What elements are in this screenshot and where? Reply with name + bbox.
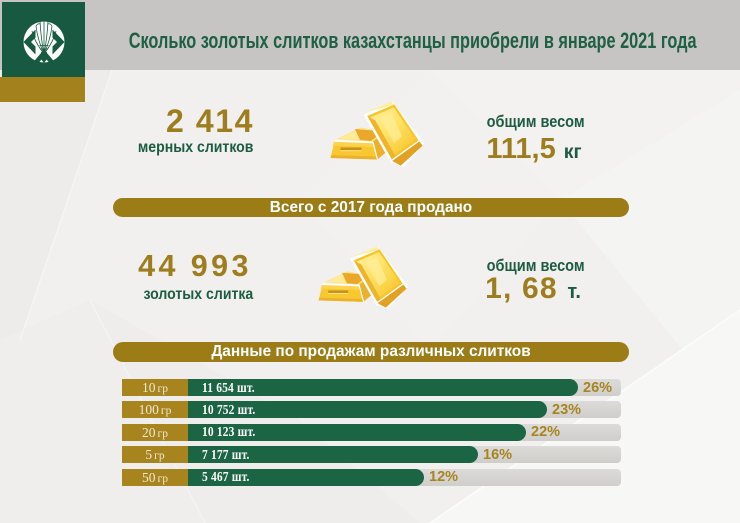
- bar-fill: [122, 423, 526, 441]
- bar-category-unit: гр: [160, 405, 172, 418]
- banner-chart-label: Данные по продажам различных слитков: [211, 343, 531, 360]
- logo-block: [2, 2, 85, 77]
- bar-fill: [122, 446, 478, 464]
- january-count-label: мерных слитков: [116, 140, 276, 156]
- bar-category-size: 100: [138, 402, 159, 418]
- page-title: Сколько золотых слитков казахстанцы прио…: [85, 6, 740, 76]
- bar-percent-label: 22%: [531, 424, 561, 441]
- banner-total-label: Всего с 2017 года продано: [269, 198, 473, 216]
- chart-row: 10 гр 11 654 шт. 26%: [122, 379, 621, 396]
- total-weight-value: 1, 68 т.: [443, 272, 623, 306]
- bar-category-size: 10: [142, 380, 156, 395]
- bar-category-chip: 5 гр: [122, 446, 188, 464]
- bar-count-label: 10 123 шт.: [202, 424, 256, 440]
- january-weight-label-text: общим весом: [487, 113, 585, 131]
- january-weight-value: 111,5 кг: [444, 133, 624, 166]
- bar-count-label: 10 752 шт.: [202, 401, 256, 417]
- banner-chart-title: Данные по продажам различных слитков: [113, 342, 629, 362]
- bar-fill: [122, 379, 578, 396]
- bar-percent-label: 23%: [552, 401, 582, 418]
- bar-category-chip: 20 гр: [122, 423, 188, 441]
- bar-category-size: 20: [142, 424, 156, 440]
- total-weight-label: общим весом: [456, 258, 616, 275]
- bar-category-chip: 10 гр: [122, 379, 188, 396]
- total-weight-number: 1, 68: [485, 272, 558, 305]
- national-bank-emblem-icon: [23, 18, 65, 63]
- bar-category-chip: 50 гр: [122, 468, 188, 486]
- bar-count-label: 11 654 шт.: [202, 379, 255, 395]
- total-count-label-text: золотых слитка: [143, 286, 253, 303]
- total-weight-unit: т.: [567, 281, 581, 303]
- chart-row: 50 гр 5 467 шт. 12%: [122, 468, 621, 486]
- chart-row: 5 гр 7 177 шт. 16%: [122, 446, 621, 464]
- bar-count-label: 5 467 шт.: [202, 469, 250, 485]
- bar-category-size: 50: [142, 469, 156, 485]
- chart-row: 20 гр 10 123 шт. 22%: [122, 423, 621, 441]
- bar-category-chip: 100 гр: [122, 401, 188, 419]
- bar-count-label: 7 177 шт.: [202, 446, 250, 462]
- bar-category-unit: гр: [157, 383, 168, 395]
- january-count-label-text: мерных слитков: [138, 139, 254, 156]
- bar-fill: [122, 468, 424, 486]
- chart-row: 100 гр 10 752 шт. 23%: [122, 401, 621, 419]
- total-weight-label-text: общим весом: [487, 257, 585, 275]
- total-count-label: золотых слитка: [118, 287, 278, 303]
- january-weight-label: общим весом: [456, 114, 616, 131]
- bar-percent-label: 12%: [429, 469, 459, 486]
- bar-percent-label: 16%: [483, 446, 513, 463]
- gold-bars-icon: [318, 246, 410, 309]
- gold-bars-icon: [330, 101, 426, 167]
- january-weight-number: 111,5: [486, 133, 556, 165]
- bar-category-unit: гр: [154, 450, 165, 463]
- page-title-text: Сколько золотых слитков казахстанцы прио…: [128, 28, 697, 53]
- total-count-value: 44 993: [138, 249, 252, 283]
- january-weight-unit: кг: [563, 141, 582, 163]
- bar-fill: [122, 401, 547, 419]
- banner-total-since-2017: Всего с 2017 года продано: [113, 198, 629, 217]
- logo-gold-strip: [0, 77, 85, 102]
- bar-category-unit: гр: [157, 427, 168, 440]
- bar-category-size: 5: [145, 447, 153, 463]
- bar-category-unit: гр: [157, 472, 168, 485]
- bar-percent-label: 26%: [583, 379, 613, 396]
- january-count-value: 2 414: [165, 103, 255, 139]
- header-band: [0, 0, 740, 70]
